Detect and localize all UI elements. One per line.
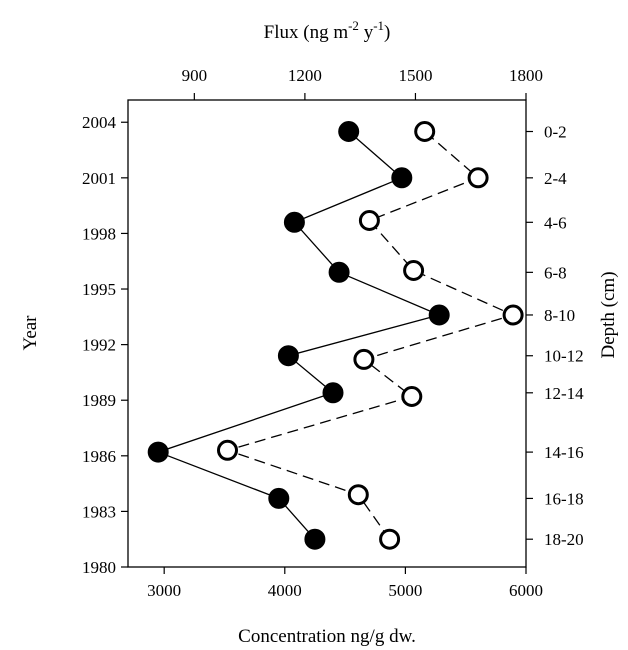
depth-tick-label: 16-18 — [544, 489, 584, 508]
series-2-point — [353, 348, 375, 370]
depth-tick-label: 6-8 — [544, 263, 567, 282]
x-tick-label: 3000 — [147, 581, 181, 600]
series-lines — [156, 131, 515, 540]
y-tick-label: 1995 — [82, 280, 116, 299]
x-tick-label: 5000 — [388, 581, 422, 600]
depth-axis-title: Depth (cm) — [598, 271, 619, 358]
y-tick-label: 1983 — [82, 502, 116, 521]
y-tick-label: 2001 — [82, 169, 116, 188]
depth-tick-label: 12-14 — [544, 384, 584, 403]
top-tick-label: 900 — [182, 66, 208, 85]
series-1-point — [277, 345, 299, 367]
series-1-point — [304, 528, 326, 550]
plot-frame — [127, 99, 527, 568]
y-axis-title: Year — [20, 315, 41, 351]
series-1-point — [283, 211, 305, 233]
depth-tick-label: 0-2 — [544, 123, 567, 142]
y-tick-label: 2004 — [82, 113, 117, 132]
series-2-point — [502, 304, 524, 326]
depth-tick-label: 2-4 — [544, 169, 567, 188]
series-2-point — [347, 484, 369, 506]
depth-tick-label: 8-10 — [544, 306, 575, 325]
series-1-point — [338, 121, 360, 142]
top-axis-title: Flux (ng m-2 y-1) — [264, 18, 391, 43]
series-points — [147, 121, 524, 550]
top-tick-label: 1800 — [509, 66, 543, 85]
series-2-point — [401, 386, 423, 407]
y-tick-label: 1980 — [82, 558, 116, 577]
depth-tick-label: 18-20 — [544, 530, 584, 549]
top-tick-label: 1500 — [398, 66, 432, 85]
y-tick-label: 1989 — [82, 391, 116, 410]
y-tick-label: 1998 — [82, 224, 116, 243]
x-axis-title: Concentration ng/g dw. — [238, 626, 416, 647]
depth-tick-label: 14-16 — [544, 443, 584, 462]
depth-tick-label: 10-12 — [544, 347, 584, 366]
series-1-line — [156, 131, 442, 540]
series-1-point — [428, 304, 450, 326]
series-2-point — [358, 210, 380, 231]
series-2-line — [225, 131, 515, 540]
series-1-point — [147, 441, 169, 463]
series-1-point — [328, 261, 350, 283]
axes-layer: 3000 4000 5000 6000 900 1200 1500 1800 1980 1983 1… — [82, 66, 584, 600]
series-1-point — [322, 382, 344, 404]
x-tick-label: 4000 — [268, 581, 302, 600]
y-tick-label: 1992 — [82, 336, 116, 355]
series-1-point — [391, 167, 413, 189]
series-2-point — [379, 528, 401, 550]
series-2-point — [467, 167, 489, 189]
depth-tick-label: 4-6 — [544, 213, 567, 232]
series-2-point — [414, 121, 436, 142]
series-2-point — [217, 439, 238, 461]
top-tick-label: 1200 — [288, 66, 322, 85]
series-1-point — [268, 487, 290, 509]
x-tick-label: 6000 — [509, 581, 543, 600]
series-2-point — [403, 260, 425, 281]
y-tick-label: 1986 — [82, 447, 116, 466]
